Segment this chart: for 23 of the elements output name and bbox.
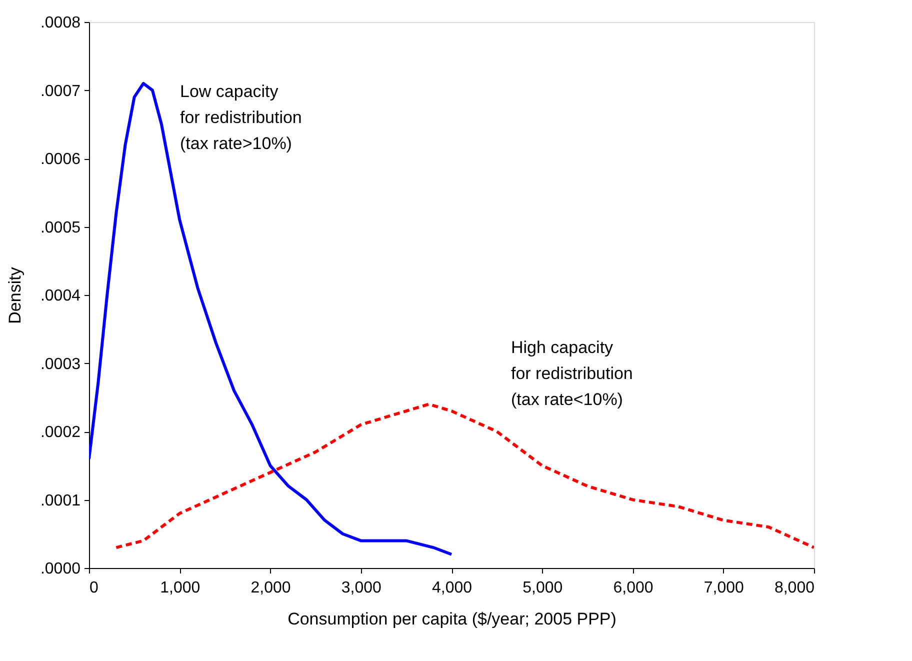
annotation: Low capacity for redistribution (tax rate>10%) (180, 82, 302, 153)
x-axis-title: Consumption per capita ($/year; 2005 PPP) (288, 610, 616, 628)
x-tick-label: 6,000 (613, 580, 654, 596)
annotation: High capacity for redistribution (tax rate<10%) (511, 338, 633, 409)
x-tick-label: 8,000 (774, 580, 815, 596)
y-tick-label: .0002 (40, 424, 81, 441)
y-tick-label: .0000 (40, 560, 81, 578)
y-tick-label: .0006 (40, 151, 81, 168)
y-tick-label: .0003 (40, 356, 81, 373)
y-tick-label: .0001 (40, 492, 81, 510)
y-axis-title: Density (5, 266, 24, 324)
x-tick-label: 2,000 (250, 580, 291, 596)
x-tick-label: 4,000 (432, 580, 472, 596)
x-tick-label: 0 (90, 580, 98, 596)
x-tick-label: 7,000 (704, 580, 744, 596)
x-tick-label: 5,000 (522, 580, 563, 596)
y-tick-label: .0004 (40, 288, 81, 304)
x-tick-label: 1,000 (160, 580, 200, 596)
y-tick-label: .0005 (40, 219, 81, 236)
y-tick-label: .0008 (40, 14, 81, 32)
y-tick-label: .0007 (40, 82, 81, 100)
line-series (89, 82, 453, 556)
x-tick-label: 3,000 (341, 580, 382, 596)
